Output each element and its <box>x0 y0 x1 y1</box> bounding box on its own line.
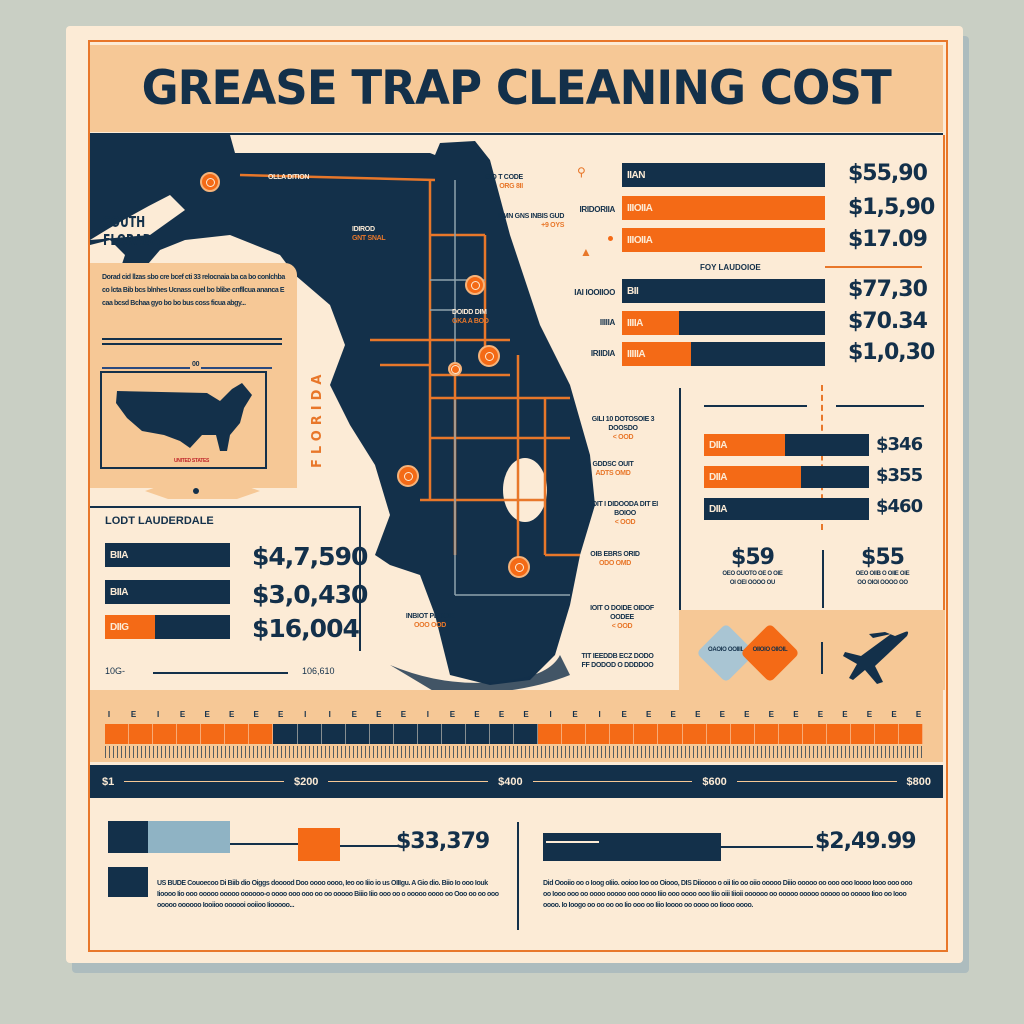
cost-value: $55,90 <box>848 161 928 186</box>
cost-bar[interactable]: IIAN <box>622 163 825 187</box>
lake-okeechobee <box>503 458 547 522</box>
map-callout: DOIDD DIM GKA A BOD <box>452 309 489 325</box>
ftl-bar[interactable]: DIIG <box>105 615 230 639</box>
cost-value: $70.34 <box>848 309 928 334</box>
bottom-left-description: US BUDE Couoecoo Di Biib dio Oiggs doooo… <box>157 880 499 909</box>
cost-bar[interactable]: DIIA <box>704 498 869 520</box>
legend-swatch-navy <box>108 821 148 853</box>
cost-value: $17.09 <box>848 227 928 252</box>
map-pin-icon[interactable] <box>200 172 220 192</box>
total-cost-value: $33,379 <box>396 829 490 854</box>
map-callout: OLLA DITION <box>268 174 310 181</box>
legend-swatch-orange <box>298 828 340 861</box>
info-panel: Dorad cid llzas sbo cre bcef cti 33 relo… <box>90 263 297 488</box>
title-banner: GREASE TRAP CLEANING COST <box>90 45 943 132</box>
map-callout: IDIROD GNT SNAL <box>352 226 386 242</box>
us-map-frame: UNITED STATES <box>100 371 267 469</box>
map-callout: INBIOT PEDOIE OOO OOD <box>405 613 455 629</box>
region-heading: SOUTH FLORADA <box>103 213 161 249</box>
map-callout: DMN GNS INBIS GUD +9 OYS <box>498 213 565 229</box>
ftl-value: $16,004 <box>252 614 360 643</box>
cost-value: $77,30 <box>848 277 928 302</box>
map-callout: GID T CODE ORG 8II <box>485 174 523 190</box>
divider <box>90 133 943 135</box>
stat-left: $59 OEO OUOTO OE O OIE OI OEI OOOO OU <box>722 545 783 586</box>
cost-bar[interactable]: IIIIA <box>622 311 825 335</box>
florida-map <box>90 135 595 695</box>
map-callout: DIT I DIDOODA DIT EI BOIOO < OOD <box>592 501 658 526</box>
ftl-heading: LODT LAUDERDALE <box>105 515 214 527</box>
map-pin-icon[interactable] <box>478 345 500 367</box>
bottom-right-description: Did Oooiio oo o Ioog oIiio. ooioo Ioo oo… <box>543 880 913 909</box>
cost-bar[interactable]: IIIIIA <box>622 342 825 366</box>
page-title: GREASE TRAP CLEANING COST <box>141 61 892 116</box>
summary-bar[interactable] <box>543 833 721 861</box>
timeline-ruler <box>105 746 923 758</box>
map-pin-icon[interactable] <box>465 275 485 295</box>
cost-value: $355 <box>876 465 923 486</box>
ftl-value: $4,7,590 <box>252 542 368 571</box>
ftl-bar[interactable]: BIIA <box>105 543 230 567</box>
price-scale: $1 $200 $400 $600 $800 <box>90 765 943 798</box>
poster-frame <box>88 40 948 952</box>
legend-swatch-blue <box>148 821 230 853</box>
timeline-bar[interactable] <box>105 724 924 744</box>
house-icon: ▲ <box>580 245 592 259</box>
scale-min: 10G- <box>105 666 126 676</box>
ftl-bar[interactable]: BIIA <box>105 580 230 604</box>
map-pin-icon[interactable] <box>448 362 462 376</box>
location-pin-icon: ⚲ <box>577 165 586 179</box>
group-divider-label: FOY LAUDOIOE <box>700 263 761 272</box>
cost-bar[interactable]: DIIA <box>704 466 869 488</box>
cost-bar[interactable]: DIIA <box>704 434 869 456</box>
pager-bubble <box>145 483 260 499</box>
map-callout: OIB EBRS ORID ODO OMD <box>590 551 640 567</box>
ftl-value: $3,0,430 <box>252 580 368 609</box>
scale-max: 106,610 <box>302 666 335 676</box>
map-callout: GILI 10 DOTOSOIE 3 DOOSDO < OOD <box>591 416 655 441</box>
badge-panel: OAOIO OOIIIL OIIOIO OIIOIL <box>679 610 945 690</box>
stat-right: $55 OEO OIIB O OIIE OIE OO OIOI OOOO OO <box>855 545 910 586</box>
cost-value: $1,5,90 <box>848 195 935 220</box>
cost-bar[interactable]: BII <box>622 279 825 303</box>
legend-swatch-navy <box>108 867 148 897</box>
cost-value: $460 <box>876 496 923 517</box>
cost-value: $1,0,30 <box>848 340 935 365</box>
pager-dot[interactable] <box>193 488 199 494</box>
map-legend: TIT IEEDDB ECZ DODO FF DODOD O DDDDOO <box>581 653 654 669</box>
map-callout: GDDSC OUIT ADTS OMD <box>592 461 634 477</box>
cost-bar[interactable]: IIIOIIA <box>622 228 825 252</box>
map-pin-icon[interactable] <box>397 465 419 487</box>
us-map <box>116 383 252 451</box>
map-pin-icon[interactable] <box>508 556 530 578</box>
map-vertical-label: FLORIDA <box>310 369 325 468</box>
average-cost-value: $2,49.99 <box>815 829 917 854</box>
cost-bar[interactable]: IIIOIIA <box>622 196 825 220</box>
airplane-icon <box>843 631 909 684</box>
map-callout: IOIT O DOIDE OIDOF OODEE < OOD <box>590 605 654 630</box>
cost-value: $346 <box>876 434 923 455</box>
